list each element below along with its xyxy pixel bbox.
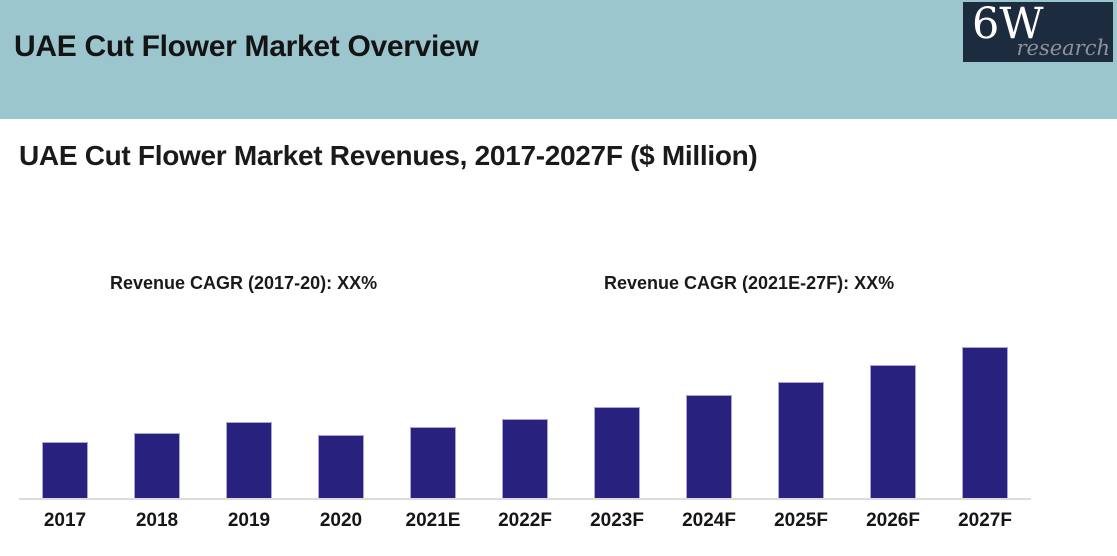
bar-2019 bbox=[226, 422, 272, 498]
x-axis-label-2025F: 2025F bbox=[774, 510, 828, 531]
x-axis-labels: 2017 2018 2019 2020 2021E 2022F 2023F 2024F 2025… bbox=[19, 510, 1031, 532]
x-axis-label-2026F: 2026F bbox=[866, 510, 920, 531]
logo-research-text: research bbox=[1016, 36, 1110, 60]
bar-2025F bbox=[778, 382, 824, 498]
bar-2020 bbox=[318, 435, 364, 498]
bar-2027F bbox=[962, 347, 1008, 498]
bar-slot-2022F bbox=[479, 340, 571, 498]
x-axis-label-2023F: 2023F bbox=[590, 510, 644, 531]
page-title: UAE Cut Flower Market Overview bbox=[14, 30, 479, 63]
cagr-annotation-right: Revenue CAGR (2021E-27F): XX% bbox=[604, 273, 895, 293]
bar-slot-2027F bbox=[939, 340, 1031, 498]
bar-2018 bbox=[134, 433, 180, 498]
bar-chart-plot-area bbox=[19, 340, 1031, 500]
bar-slot-2018 bbox=[111, 340, 203, 498]
bar-2017 bbox=[42, 442, 88, 498]
company-logo: 6W research bbox=[963, 0, 1113, 62]
bar-slot-2017 bbox=[19, 340, 111, 498]
bar-2022F bbox=[502, 419, 548, 498]
x-axis-label-2018: 2018 bbox=[135, 510, 179, 531]
bar-slot-2021E bbox=[387, 340, 479, 498]
x-axis-label-2027F: 2027F bbox=[958, 510, 1012, 531]
logo-6w-text: 6W bbox=[972, 0, 1044, 49]
bar-2023F bbox=[594, 407, 640, 498]
bar-slot-2025F bbox=[755, 340, 847, 498]
header-band: UAE Cut Flower Market Overview 6W resear… bbox=[0, 0, 1117, 119]
chart-title: UAE Cut Flower Market Revenues, 2017-202… bbox=[19, 140, 758, 171]
bar-slot-2023F bbox=[571, 340, 663, 498]
x-axis-label-2019: 2019 bbox=[227, 510, 271, 531]
x-axis-label-2024F: 2024F bbox=[682, 510, 736, 531]
bar-slot-2020 bbox=[295, 340, 387, 498]
cagr-annotation-left: Revenue CAGR (2017-20): XX% bbox=[110, 273, 378, 293]
bar-slot-2024F bbox=[663, 340, 755, 498]
x-axis-label-2022F: 2022F bbox=[498, 510, 552, 531]
x-axis-label-2021E: 2021E bbox=[405, 510, 461, 531]
bar-2021E bbox=[410, 427, 456, 498]
bar-2024F bbox=[686, 395, 732, 498]
bar-slot-2026F bbox=[847, 340, 939, 498]
bar-2026F bbox=[870, 365, 916, 498]
x-axis-label-2017: 2017 bbox=[43, 510, 87, 531]
bar-slot-2019 bbox=[203, 340, 295, 498]
x-axis-label-2020: 2020 bbox=[319, 510, 363, 531]
